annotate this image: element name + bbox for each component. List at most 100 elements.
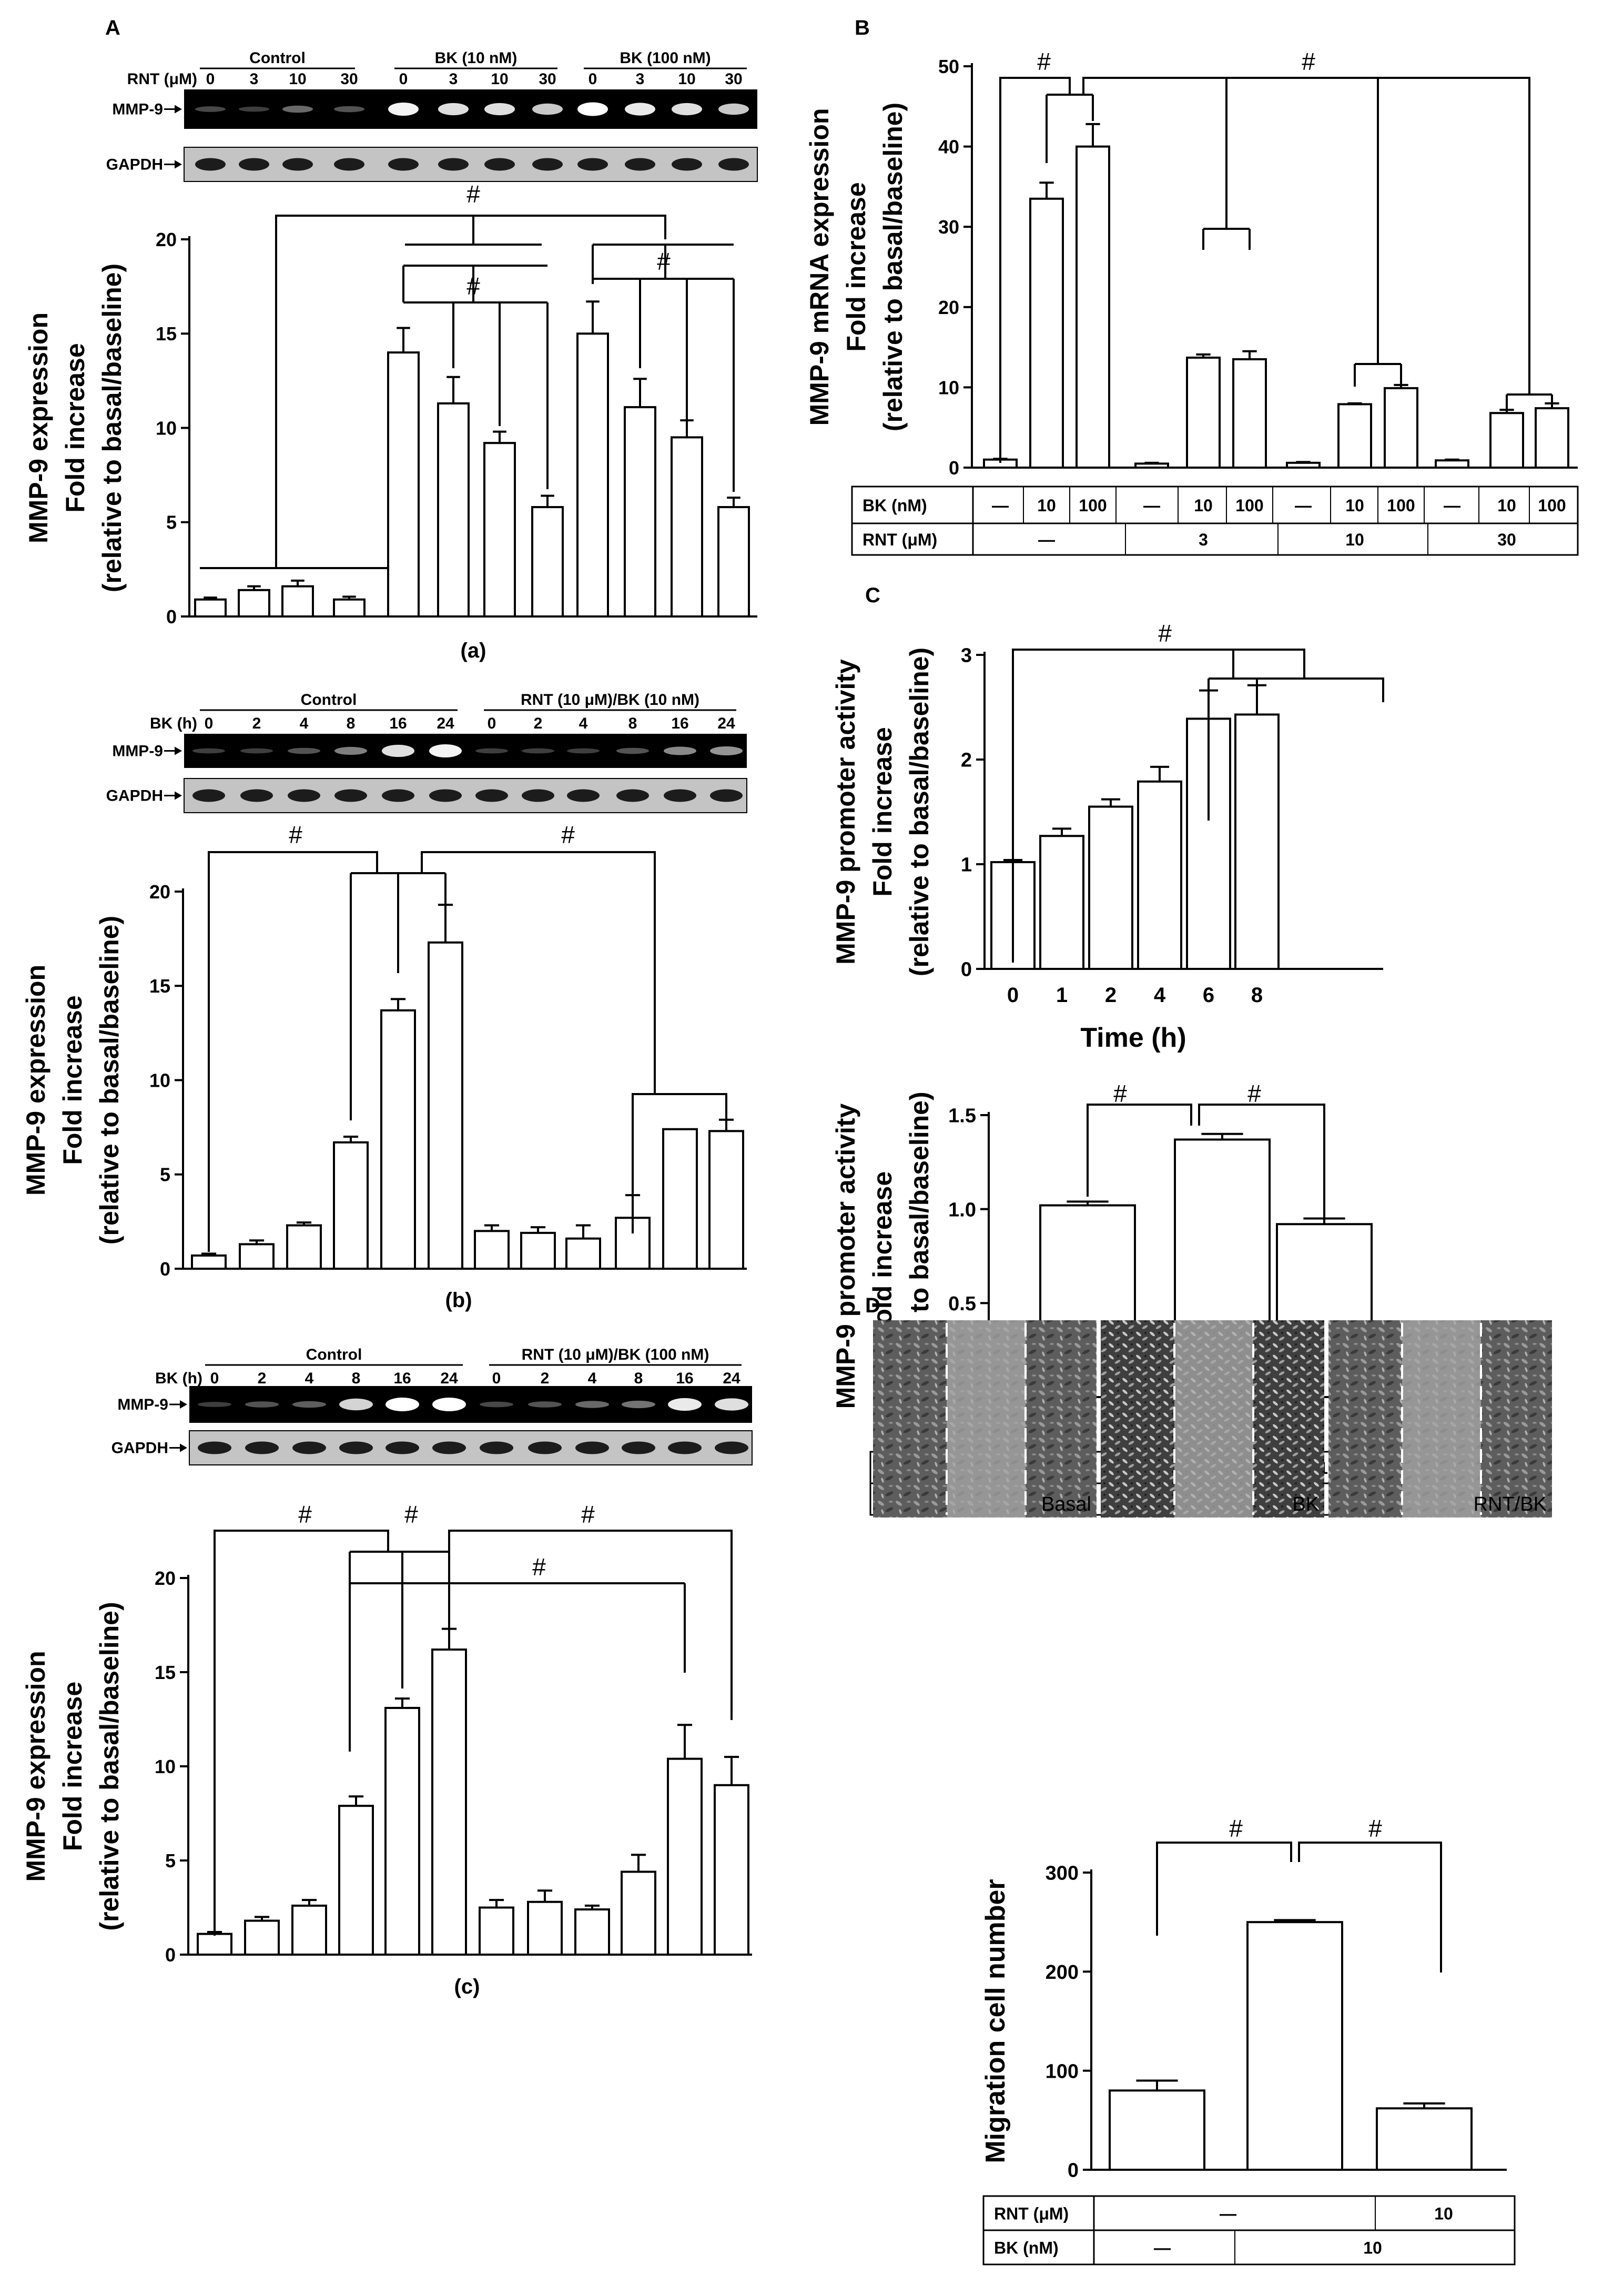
mmp9-band	[334, 106, 364, 113]
table-frame	[851, 486, 1579, 556]
significance-mark: #	[298, 1501, 312, 1528]
table-cell: 10	[1345, 496, 1364, 515]
gapdh-band	[239, 158, 269, 171]
gapdh-band	[429, 789, 462, 802]
y-tick-label: 1	[961, 854, 972, 876]
blot-lane-label: 0	[488, 715, 496, 732]
significance-bracket	[1087, 1104, 1192, 1197]
bar	[238, 589, 270, 618]
table-cell: 100	[1387, 496, 1415, 515]
bar	[1029, 197, 1064, 469]
blot-arrow-head	[180, 1400, 187, 1409]
table-cell: —	[1143, 496, 1160, 515]
x-axis-label: Time (h)	[1080, 1023, 1186, 1053]
y-tick-label: 0.5	[948, 1293, 976, 1315]
significance-bracket	[275, 215, 666, 568]
blot-lane-label: 8	[628, 715, 637, 732]
blot-lane-label: 24	[717, 715, 735, 732]
significance-bracket	[1156, 1842, 1292, 1936]
significance-bracket	[1232, 650, 1384, 702]
blot-group-label: Control	[301, 691, 357, 709]
table-cell: —	[1295, 496, 1312, 515]
blot-lane-label: 24	[723, 1370, 740, 1387]
panel-caption: (c)	[454, 1975, 480, 1998]
gapdh-band	[672, 158, 702, 171]
bar	[624, 406, 656, 618]
gapdh-band	[622, 1441, 655, 1454]
blot-lane-label: 3	[250, 70, 259, 88]
blot-lane-label: 0	[205, 715, 214, 732]
gapdh-band	[195, 158, 226, 171]
bar	[671, 436, 703, 618]
panel-letter-b: B	[855, 16, 870, 39]
bar	[662, 1128, 698, 1270]
bar	[1384, 387, 1418, 469]
mmp9-band	[480, 1401, 513, 1408]
bar	[384, 1707, 420, 1956]
gapdh-band	[567, 789, 600, 802]
blot-gapdh-strip	[184, 147, 758, 182]
blot-lane-label: 30	[340, 70, 358, 88]
y-tick-label: 3	[961, 645, 972, 667]
bar	[1134, 462, 1169, 469]
bar	[576, 332, 609, 618]
bar	[1076, 145, 1110, 469]
bar	[1435, 459, 1469, 469]
mmp9-band	[672, 103, 702, 116]
mmp9-band	[339, 1398, 373, 1411]
chart-panel-a-a: Control BK (10 nM) BK (100 nM) RNT (μM) 0 3 10…	[24, 49, 758, 662]
significance-mark: #	[1247, 1080, 1261, 1107]
significance-bracket	[421, 851, 656, 1094]
blot-lane-label: 2	[258, 1370, 267, 1387]
y-axis-label: Fold increase	[58, 1682, 87, 1851]
blot-mmp9-strip	[184, 734, 747, 768]
micrograph-label: RNT/BK	[1474, 1493, 1547, 1515]
panel-letter-a: A	[105, 16, 120, 39]
blot-lane-label: 4	[305, 1370, 314, 1387]
chart-panel-d: Basal BK RNT/BK 0 100 200 300 Migration cell nu…	[873, 1320, 1552, 2265]
y-tick-label: 15	[149, 975, 170, 997]
blot-group-label: Control	[306, 1346, 362, 1363]
significance-bracket	[448, 1530, 733, 1720]
bar	[527, 1900, 563, 1956]
panel-caption: (a)	[461, 639, 486, 662]
table-row-label: BK (nM)	[863, 496, 927, 515]
table-cell: 10	[1194, 496, 1213, 515]
significance-bracket	[1198, 1104, 1325, 1218]
significance-mark: #	[532, 1553, 546, 1581]
y-axis-label: Fold increase	[60, 343, 90, 512]
y-axis-label: MMP-9 expression	[24, 312, 53, 543]
gapdh-band	[710, 789, 743, 802]
blot-lane-label: 24	[437, 715, 454, 732]
bar	[479, 1906, 514, 1956]
significance-bracket	[1012, 649, 1305, 963]
significance-bracket	[999, 77, 1071, 463]
micrograph-label: Basal	[1041, 1493, 1091, 1515]
bar	[1088, 805, 1133, 970]
gapdh-band	[282, 158, 313, 171]
blot-lane-label: 0	[492, 1370, 501, 1387]
gapdh-band	[575, 1441, 609, 1454]
y-axis-label: MMP-9 mRNA expression	[805, 108, 834, 426]
y-axis-label: MMP-9 promoter activity	[831, 1103, 860, 1409]
y-tick-label: 1.0	[948, 1199, 976, 1221]
bar	[1039, 835, 1084, 970]
gapdh-band	[432, 1441, 466, 1454]
bar	[1186, 356, 1221, 469]
blot-lane-label: 4	[579, 715, 588, 732]
significance-mark: #	[1229, 1815, 1243, 1842]
significance-mark: #	[1037, 48, 1051, 75]
table-cell: —	[1444, 496, 1460, 515]
blot-group-label: Control	[249, 49, 306, 67]
blot-row-label: BK (h)	[155, 1370, 202, 1387]
panel-letter-d: D	[865, 1294, 880, 1317]
y-tick-label: 50	[938, 56, 959, 77]
blot-lane-label: 16	[676, 1370, 693, 1387]
blot-band-label: MMP-9	[117, 1396, 168, 1413]
table-cell: 10	[1363, 2239, 1382, 2258]
gapdh-band	[385, 1441, 419, 1454]
x-tick-label: 6	[1203, 984, 1214, 1007]
gapdh-band	[292, 1441, 326, 1454]
blot-arrow-head	[175, 105, 182, 114]
